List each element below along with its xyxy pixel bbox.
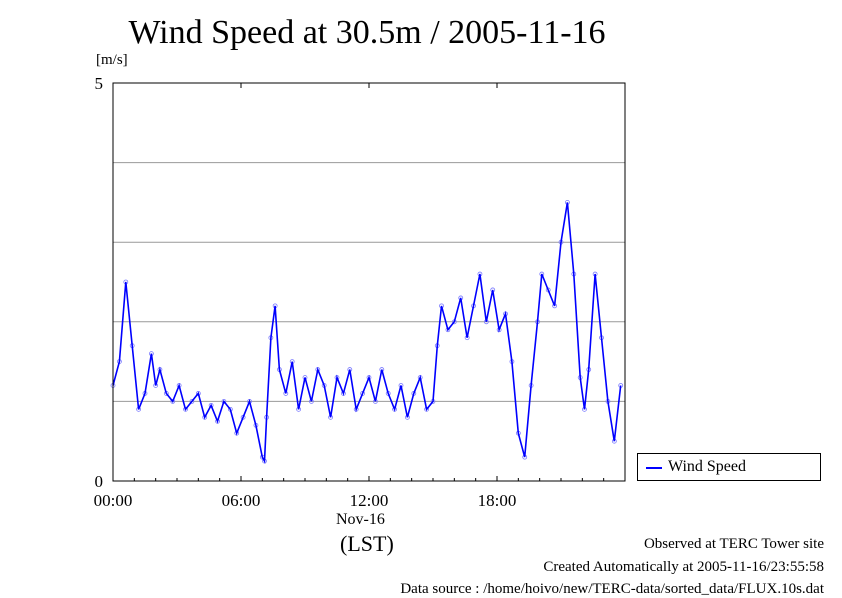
axis-ticks: 00:00 06:00 12:00 18:00 0 5 [94,74,605,510]
footer-source-text: Data source : /home/hoivo/new/TERC-data/… [400,581,824,597]
footer-created-text: Created Automatically at 2005-11-16/23:5… [543,559,824,575]
grid-lines [113,162,625,402]
x-tick-label: 00:00 [94,491,133,510]
x-axis-timezone-label: (LST) [340,531,394,556]
x-axis-date-label: Nov-16 [336,511,385,528]
footer-observed-text: Observed at TERC Tower site [643,536,824,552]
scatter-points [110,199,624,464]
plot-area-frame [112,82,626,482]
data-point [189,398,195,404]
legend: Wind Speed [637,453,821,481]
series-line-layer [112,202,622,464]
x-tick-label: 12:00 [350,491,389,510]
y-tick-label: 5 [95,74,104,93]
legend-label: Wind Speed [668,458,747,475]
chart-title: Wind Speed at 30.5m / 2005-11-16 [128,14,606,51]
x-tick-label: 18:00 [478,491,517,510]
y-axis-unit-label: [m/s] [96,52,128,68]
x-tick-label: 06:00 [222,491,261,510]
y-tick-label: 0 [95,472,104,491]
series-line [112,202,622,464]
legend-swatch [646,467,662,469]
